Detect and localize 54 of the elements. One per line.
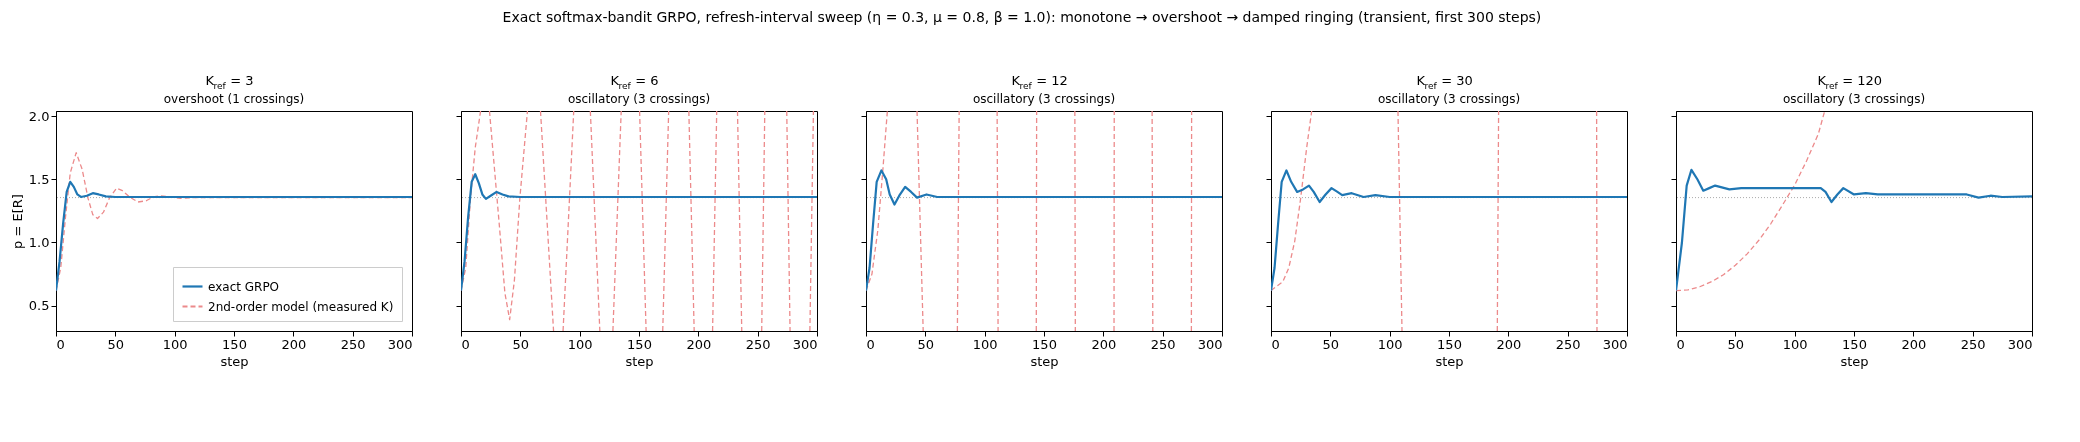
x-tick-label: 0 <box>1271 336 1280 352</box>
x-tick-label: 50 <box>1322 336 1340 352</box>
x-tick-label: 300 <box>792 336 818 352</box>
x-tick-label: 0 <box>56 336 65 352</box>
y-tick-label: 1.5 <box>28 171 50 187</box>
x-axis-title: step <box>1840 353 1869 369</box>
x-tick-label: 250 <box>1960 336 1986 352</box>
text: Exact softmax-bandit GRPO, refresh-interval sweep (η = 0.3, μ = 0.8, β = 1.0): monotone → overshoot → damped ringing (transient, first 300 steps) <box>502 8 1542 25</box>
x-tick-label: 0 <box>1676 336 1685 352</box>
x-tick-label: 100 <box>1782 336 1808 352</box>
chart-subtitle: oscillatory (3 crossings) <box>1782 92 1926 106</box>
chart-subtitle: oscillatory (3 crossings) <box>567 92 711 106</box>
x-tick-label: 150 <box>1032 336 1057 352</box>
x-axis-title: step <box>625 353 654 369</box>
x-tick-label: 200 <box>1901 336 1927 352</box>
legend-label: exact GRPO <box>208 279 280 294</box>
x-axis-title: step <box>1435 353 1464 369</box>
x-tick-label: 100 <box>567 336 593 352</box>
x-tick-label: 100 <box>162 336 188 352</box>
x-tick-label: 50 <box>1727 336 1745 352</box>
x-tick-label: 50 <box>107 336 125 352</box>
x-axis-title: step <box>1030 353 1059 369</box>
x-tick-label: 200 <box>1496 336 1522 352</box>
y-axis-title: p = E[R] <box>9 194 25 249</box>
x-tick-label: 300 <box>1602 336 1628 352</box>
x-tick-label: 150 <box>627 336 652 352</box>
x-tick-label: 100 <box>972 336 998 352</box>
x-tick-label: 50 <box>512 336 530 352</box>
line-series <box>56 180 412 292</box>
x-tick-label: 0 <box>461 336 470 352</box>
y-tick-label: 2.0 <box>28 108 50 124</box>
x-tick-label: 200 <box>686 336 712 352</box>
y-tick-label: 1.0 <box>28 234 50 250</box>
x-tick-label: 150 <box>1437 336 1462 352</box>
x-tick-label: 200 <box>281 336 307 352</box>
x-tick-label: 300 <box>1197 336 1223 352</box>
x-tick-label: 250 <box>340 336 366 352</box>
chart-subtitle: oscillatory (3 crossings) <box>972 92 1116 106</box>
x-tick-label: 100 <box>1377 336 1403 352</box>
legend-label: 2nd-order model (measured K) <box>208 299 394 314</box>
x-tick-label: 250 <box>1555 336 1581 352</box>
x-tick-label: 200 <box>1091 336 1117 352</box>
x-tick-label: 300 <box>2007 336 2033 352</box>
x-tick-label: 250 <box>745 336 771 352</box>
x-tick-label: 250 <box>1150 336 1176 352</box>
chart-subtitle: overshoot (1 crossings) <box>163 92 305 106</box>
x-tick-label: 300 <box>387 336 413 352</box>
x-tick-label: 150 <box>222 336 247 352</box>
x-tick-label: 50 <box>917 336 935 352</box>
x-axis-title: step <box>220 353 249 369</box>
x-tick-label: 150 <box>1842 336 1867 352</box>
y-tick-label: 0.5 <box>28 298 50 314</box>
chart-subtitle: oscillatory (3 crossings) <box>1377 92 1521 106</box>
x-tick-label: 0 <box>866 336 875 352</box>
